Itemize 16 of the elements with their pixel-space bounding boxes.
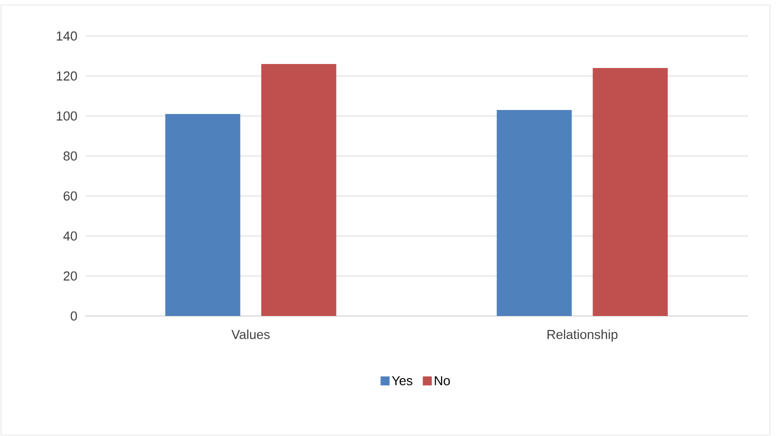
bar — [261, 64, 336, 316]
x-tick-label: Values — [231, 330, 270, 340]
y-tick-label: 100 — [56, 111, 77, 121]
y-tick-label: 40 — [63, 231, 77, 241]
legend-label: No — [434, 376, 450, 386]
y-tick-label: 120 — [56, 71, 77, 81]
y-tick-label: 140 — [56, 31, 77, 41]
x-tick-label: Relationship — [548, 330, 618, 342]
y-tick-label: 20 — [64, 271, 77, 281]
y-tick-label: 80 — [64, 151, 77, 161]
bar — [592, 68, 668, 316]
y-tick-label: 0 — [70, 311, 77, 321]
bar — [496, 110, 572, 316]
bar — [165, 114, 240, 316]
legend-label: Yes — [392, 376, 412, 386]
y-tick-label: 60 — [64, 191, 77, 201]
